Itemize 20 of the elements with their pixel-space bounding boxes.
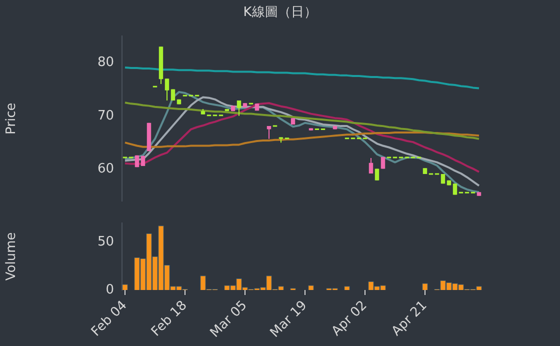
candlestick — [266, 126, 272, 140]
x-tick-label: Feb 04 — [88, 298, 130, 340]
candlestick — [374, 168, 380, 181]
y-tick-label: 50 — [97, 234, 114, 250]
chart-title: K線圖（日） — [243, 4, 317, 20]
x-tick-label: Feb 18 — [148, 298, 190, 340]
y-axis-title: Volume — [4, 232, 20, 281]
x-tick-label: Mar 19 — [268, 298, 310, 341]
x-tick-label: Apr 02 — [329, 298, 370, 340]
y-axis-title: Price — [4, 102, 20, 134]
x-tick-label: Mar 05 — [208, 298, 250, 341]
y-tick-label: 70 — [97, 108, 114, 124]
candlestick — [368, 158, 374, 174]
candlestick — [164, 78, 170, 101]
x-tick-label: Apr 21 — [389, 298, 430, 340]
y-tick-label: 80 — [97, 55, 114, 70]
candlestick — [452, 183, 458, 196]
y-tick-label: 0 — [106, 282, 114, 298]
candlestick — [236, 100, 242, 116]
y-tick-label: 60 — [97, 162, 114, 177]
